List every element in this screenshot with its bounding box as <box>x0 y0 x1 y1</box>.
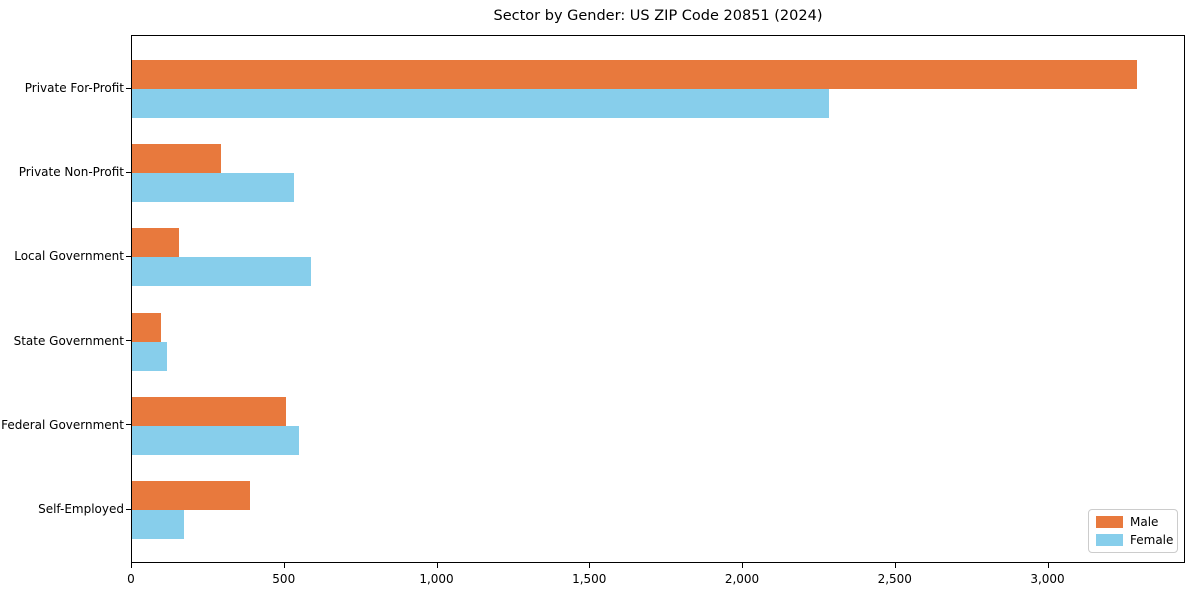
bar-female-4 <box>132 341 168 371</box>
legend: Male Female <box>1088 509 1178 553</box>
chart-title: Sector by Gender: US ZIP Code 20851 (202… <box>493 8 823 24</box>
ytick-label: Private Non-Profit <box>18 165 124 180</box>
ytick-mark <box>126 424 131 426</box>
legend-entry-male: Male <box>1096 515 1170 529</box>
ytick-label: Private For-Profit <box>24 81 124 95</box>
xtick-mark <box>1047 563 1049 568</box>
bar-female-2 <box>132 173 294 203</box>
xtick-mark <box>436 563 438 568</box>
female-swatch <box>1096 534 1123 546</box>
xtick-label: 1,500 <box>572 572 607 586</box>
xtick-label: 3,000 <box>1030 572 1065 586</box>
xtick-label: 2,000 <box>724 572 760 586</box>
xtick-label: 0 <box>127 572 135 586</box>
bar-male-5 <box>132 396 287 426</box>
bar-male-2 <box>132 144 221 174</box>
ytick-label: Federal Government <box>1 417 124 432</box>
xtick-label: 1,000 <box>419 572 454 586</box>
bar-female-1 <box>132 89 829 118</box>
xtick-mark <box>131 563 133 568</box>
legend-label-male: Male <box>1130 515 1159 529</box>
bar-male-3 <box>132 228 180 258</box>
legend-label-female: Female <box>1130 533 1174 547</box>
ytick-label: Self-Employed <box>38 502 124 516</box>
plot-area <box>131 35 1185 563</box>
ytick-label: Local Government <box>14 249 124 264</box>
ytick-mark <box>126 255 131 258</box>
ytick-mark <box>126 87 131 89</box>
bar-female-6 <box>132 510 184 539</box>
male-swatch <box>1096 516 1123 528</box>
ytick-mark <box>126 171 131 173</box>
ytick-label: State Government <box>13 333 124 348</box>
bar-female-3 <box>132 257 311 287</box>
xtick-mark <box>589 563 591 568</box>
xtick-mark <box>283 563 285 568</box>
xtick-mark <box>742 563 744 568</box>
ytick-mark <box>126 508 131 510</box>
xtick-mark <box>894 563 896 568</box>
bar-male-6 <box>132 481 250 510</box>
bar-female-5 <box>132 425 299 455</box>
xtick-label: 500 <box>272 572 296 586</box>
ytick-mark <box>126 340 131 342</box>
legend-entry-female: Female <box>1096 533 1174 547</box>
bar-male-1 <box>132 60 1138 89</box>
bar-male-4 <box>132 312 162 342</box>
xtick-label: 2,500 <box>877 572 912 586</box>
